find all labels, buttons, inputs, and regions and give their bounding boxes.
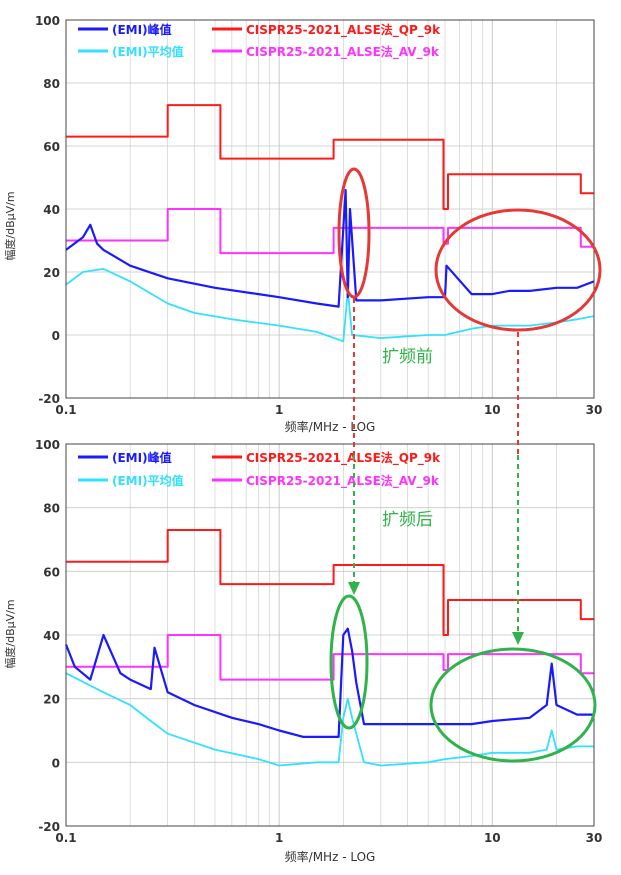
qp-limit-line xyxy=(66,104,594,210)
y-axis-label: 幅度/dBμV/m xyxy=(3,599,17,668)
y-tick-label: 0 xyxy=(52,756,60,770)
chart-after-spread: -20 0 20 40 60 80 100 0.1 1 10 30 幅度/dBμV/m 频率/MH… xyxy=(3,438,602,864)
x-tick-label: 0.1 xyxy=(55,403,76,417)
highlight-ellipse-narrow xyxy=(337,167,371,299)
av-limit-line xyxy=(66,634,594,681)
x-tick-label: 1 xyxy=(275,403,283,417)
y-tick-label: 100 xyxy=(35,438,60,452)
highlight-ellipse-narrow xyxy=(329,594,369,730)
y-tick-label: 60 xyxy=(43,565,60,579)
arrowhead-wide xyxy=(512,632,524,645)
plot-frame xyxy=(65,19,595,399)
y-tick-labels: -20 0 20 40 60 80 100 xyxy=(35,438,60,834)
legend-label-av: CISPR25-2021_ALSE法_AV_9k xyxy=(246,44,440,60)
legend-label-peak: (EMI)峰值 xyxy=(112,450,172,465)
x-axis-label: 频率/MHz - LOG xyxy=(285,849,376,864)
series-group xyxy=(65,104,595,343)
x-tick-label: 10 xyxy=(484,403,501,417)
x-tick-label: 30 xyxy=(586,403,603,417)
y-tick-label: -20 xyxy=(38,392,60,406)
average-series-line xyxy=(65,672,594,767)
x-tick-label: 10 xyxy=(484,831,501,845)
legend-label-average: (EMI)平均值 xyxy=(112,473,184,488)
x-tick-label: 1 xyxy=(275,831,283,845)
y-tick-label: 100 xyxy=(35,14,60,28)
peak-series-line xyxy=(65,189,595,308)
legend-label-qp: CISPR25-2021_ALSE法_QP_9k xyxy=(246,22,441,38)
legend-label-average: (EMI)平均值 xyxy=(112,44,184,59)
legend-label-qp: CISPR25-2021_ALSE法_QP_9k xyxy=(246,450,441,466)
y-axis-label: 幅度/dBμV/m xyxy=(3,191,17,260)
x-tick-label: 30 xyxy=(586,831,603,845)
annotation-before: 扩频前 xyxy=(382,347,433,367)
qp-limit-line xyxy=(66,529,594,636)
legend-label-peak: (EMI)峰值 xyxy=(112,22,172,37)
y-tick-label: 40 xyxy=(43,203,60,217)
y-tick-label: 40 xyxy=(43,629,60,643)
y-tick-label: 80 xyxy=(43,77,60,91)
y-tick-label: 80 xyxy=(43,502,60,516)
y-tick-label: -20 xyxy=(38,820,60,834)
x-tick-labels: 0.1 1 10 30 xyxy=(55,831,602,845)
legend-label-av: CISPR25-2021_ALSE法_AV_9k xyxy=(246,473,440,489)
series-group xyxy=(64,529,594,767)
highlight-ellipse-wide xyxy=(429,647,597,763)
connector-arrows xyxy=(348,298,524,645)
y-tick-label: 20 xyxy=(43,693,60,707)
grid-lines xyxy=(66,444,594,826)
legend: (EMI)峰值 (EMI)平均值 CISPR25-2021_ALSE法_QP_9… xyxy=(78,450,441,489)
plot-frame xyxy=(65,443,595,827)
annotation-after: 扩频后 xyxy=(382,510,433,530)
highlight-ellipse-wide xyxy=(434,208,602,332)
peak-series-line xyxy=(64,627,594,739)
y-tick-labels: -20 0 20 40 60 80 100 xyxy=(35,14,60,406)
x-tick-label: 0.1 xyxy=(55,831,76,845)
legend: (EMI)峰值 (EMI)平均值 CISPR25-2021_ALSE法_QP_9… xyxy=(78,22,441,60)
y-tick-label: 60 xyxy=(43,140,60,154)
y-tick-label: 20 xyxy=(43,266,60,280)
y-tick-label: 0 xyxy=(52,329,60,343)
x-tick-labels: 0.1 1 10 30 xyxy=(55,403,602,417)
chart-before-spread: -20 0 20 40 60 80 100 0.1 1 10 30 幅度/dBμV/m 频率/MH… xyxy=(3,14,602,434)
arrowhead-narrow xyxy=(348,582,360,595)
av-limit-line xyxy=(66,208,594,255)
x-axis-label: 频率/MHz - LOG xyxy=(285,419,376,434)
